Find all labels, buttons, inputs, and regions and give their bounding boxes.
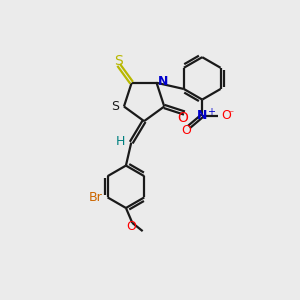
Text: S: S — [111, 100, 119, 113]
Text: +: + — [208, 107, 215, 117]
Text: Br: Br — [88, 191, 102, 204]
Text: ⁻: ⁻ — [229, 109, 234, 119]
Text: H: H — [116, 135, 125, 148]
Text: O: O — [126, 220, 136, 233]
Text: S: S — [114, 53, 123, 68]
Text: O: O — [221, 109, 231, 122]
Text: N: N — [197, 109, 207, 122]
Text: O: O — [178, 111, 188, 125]
Text: N: N — [158, 75, 168, 88]
Text: O: O — [182, 124, 191, 137]
